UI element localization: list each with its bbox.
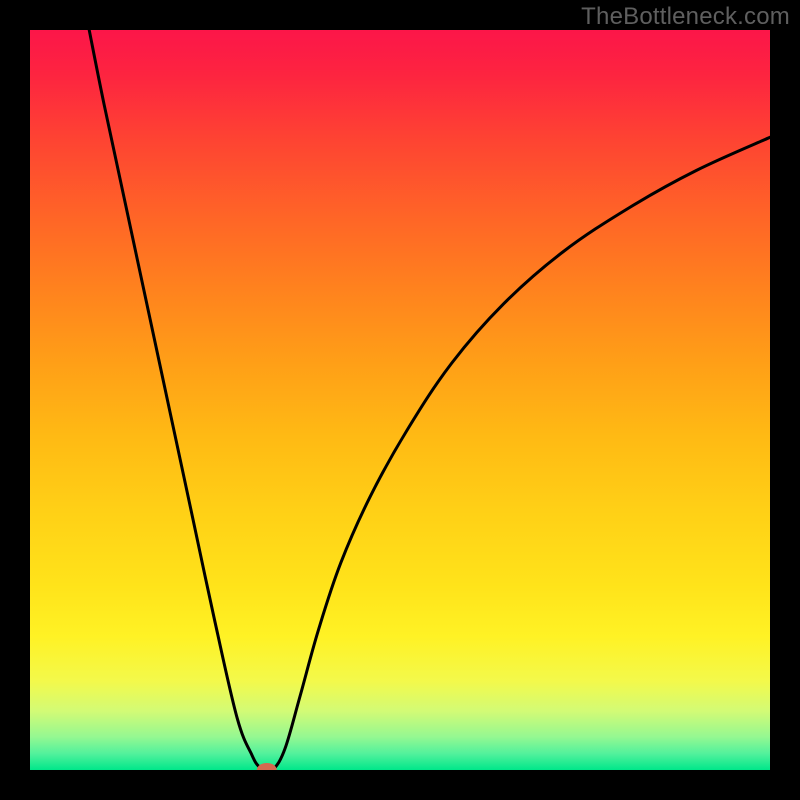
- chart-stage: TheBottleneck.com: [0, 0, 800, 800]
- watermark-text: TheBottleneck.com: [581, 3, 790, 31]
- chart-svg: [0, 0, 800, 800]
- plot-background: [30, 30, 770, 770]
